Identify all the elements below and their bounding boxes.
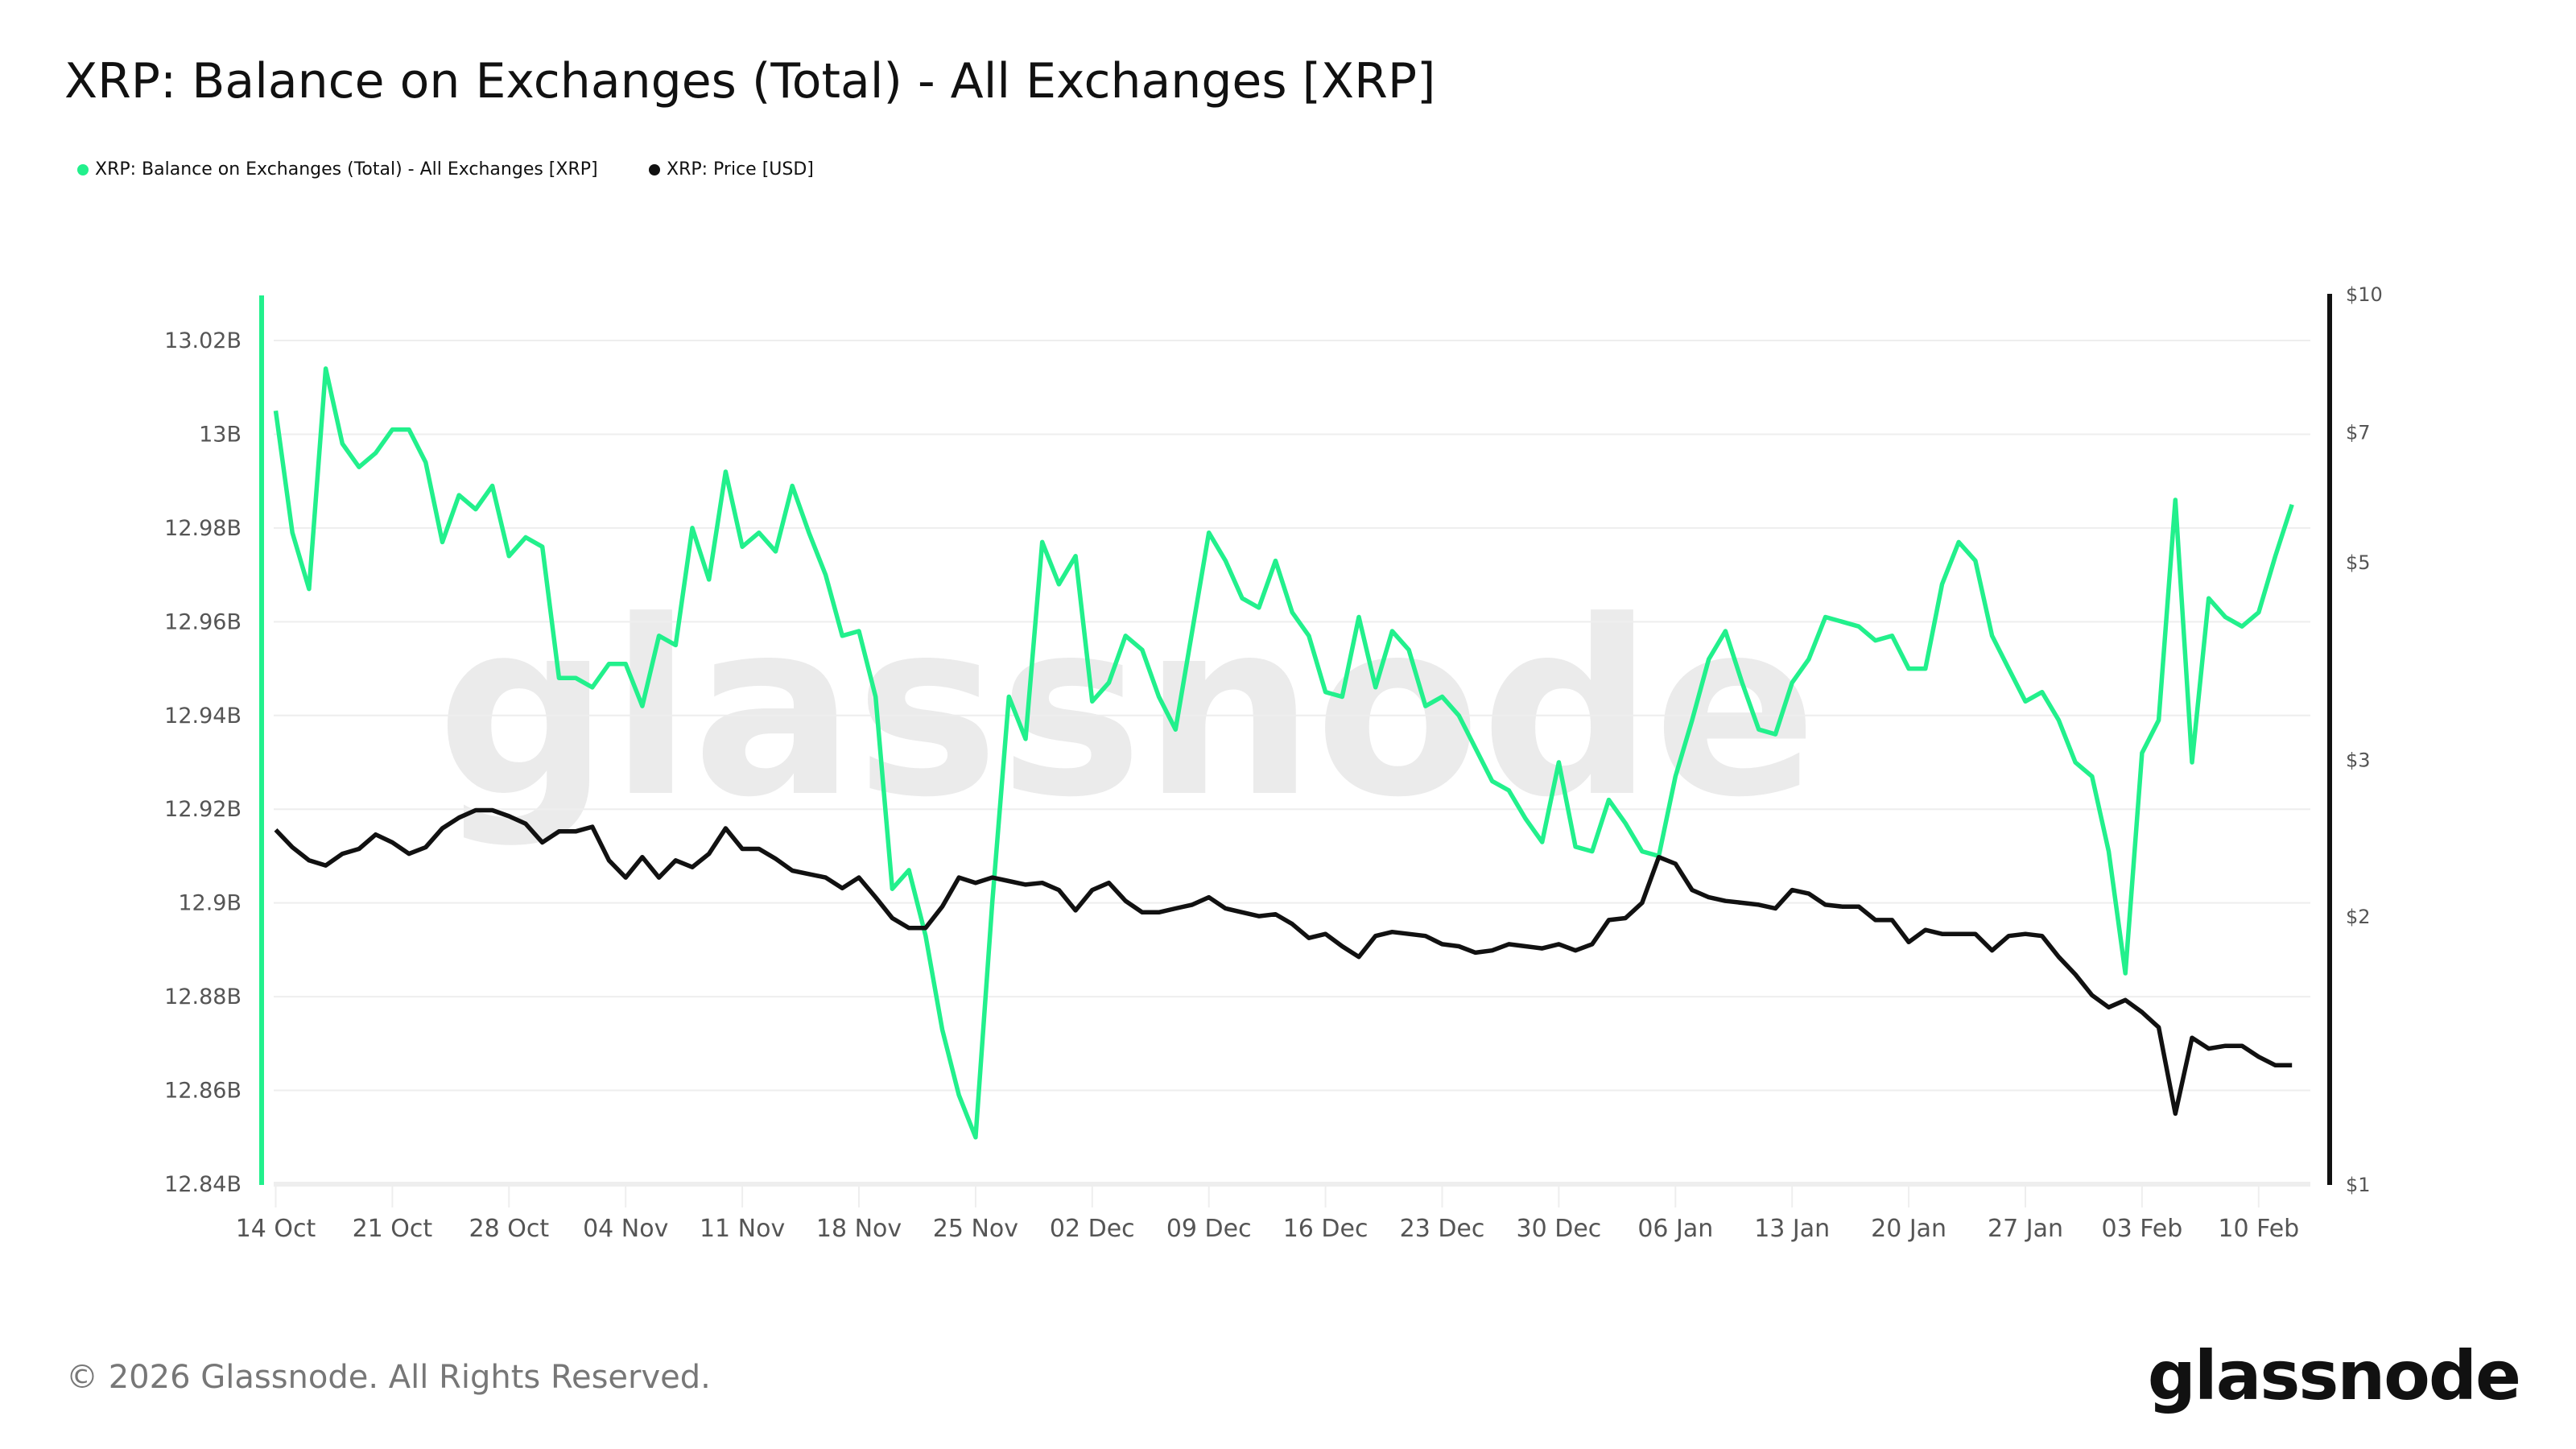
y-right-tick-label: $1 — [2346, 1174, 2371, 1196]
x-tick-label: 02 Dec — [1050, 1215, 1135, 1243]
series-lines — [273, 366, 2294, 1140]
y-right-tick-label: $5 — [2346, 551, 2371, 574]
x-tick-label: 14 Oct — [236, 1215, 316, 1243]
glassnode-logo: glassnode — [2147, 1336, 2521, 1415]
x-tick-label: 21 Oct — [353, 1215, 433, 1243]
y-left-tick-label: 12.94B — [164, 704, 242, 729]
x-tick-label: 25 Nov — [933, 1215, 1018, 1243]
x-axis: 14 Oct 21 Oct 28 Oct 04 Nov 11 Nov 18 Nov 25 N… — [236, 1187, 2299, 1243]
legend-label-price: XRP: Price [USD] — [667, 159, 814, 180]
chart-title: XRP: Balance on Exchanges (Total) - All … — [64, 53, 1436, 109]
x-tick-label: 20 Jan — [1871, 1215, 1946, 1243]
y-left-tick-label: 12.92B — [164, 797, 242, 822]
x-tick-label: 11 Nov — [700, 1215, 785, 1243]
copyright-text: © 2026 Glassnode. All Rights Reserved. — [66, 1359, 711, 1396]
y-left-tick-label: 12.98B — [164, 516, 242, 541]
x-tick-label: 18 Nov — [816, 1215, 902, 1243]
y-right-tick-label: $2 — [2346, 906, 2371, 928]
y-right-tick-label: $10 — [2346, 283, 2383, 306]
legend-label-balance: XRP: Balance on Exchanges (Total) - All … — [95, 159, 598, 180]
x-tick-label: 27 Jan — [1988, 1215, 2063, 1243]
legend-item-price[interactable]: XRP: Price [USD] — [649, 159, 814, 180]
y-left-tick-label: 12.84B — [164, 1172, 242, 1197]
y-right-tick-label: $3 — [2346, 749, 2371, 771]
x-tick-label: 09 Dec — [1166, 1215, 1252, 1243]
x-tick-label: 30 Dec — [1517, 1215, 1602, 1243]
x-tick-label: 28 Oct — [469, 1215, 550, 1243]
balance-line — [273, 366, 2294, 1140]
y-left-tick-label: 13.02B — [164, 328, 242, 353]
x-tick-label: 06 Jan — [1637, 1215, 1713, 1243]
y-left-tick-label: 13B — [199, 422, 242, 447]
gridlines — [274, 340, 2310, 1187]
x-tick-label: 13 Jan — [1754, 1215, 1830, 1243]
y-left-tick-label: 12.86B — [164, 1079, 242, 1104]
legend-item-balance[interactable]: XRP: Balance on Exchanges (Total) - All … — [77, 159, 598, 180]
x-tick-label: 04 Nov — [583, 1215, 668, 1243]
price-line — [274, 807, 2293, 1117]
x-tick-label: 16 Dec — [1283, 1215, 1368, 1243]
x-tick-label: 03 Feb — [2101, 1215, 2182, 1243]
y-axis-left: 12.84B 12.86B 12.88B 12.9B 12.92B 12.94B 12.96… — [164, 328, 242, 1197]
price-points — [275, 810, 2293, 1115]
legend-dot-price-icon — [649, 163, 660, 175]
y-left-tick-label: 12.9B — [178, 891, 242, 916]
legend-dot-balance-icon — [77, 163, 89, 175]
y-left-tick-label: 12.88B — [164, 985, 242, 1009]
y-left-tick-label: 12.96B — [164, 609, 242, 634]
x-tick-label: 10 Feb — [2218, 1215, 2299, 1243]
x-tick-label: 23 Dec — [1400, 1215, 1485, 1243]
y-right-tick-label: $7 — [2346, 421, 2371, 444]
y-axis-right: $1 $2 $3 $5 $7 $10 — [2346, 283, 2383, 1196]
watermark: glassnode — [436, 569, 1817, 850]
